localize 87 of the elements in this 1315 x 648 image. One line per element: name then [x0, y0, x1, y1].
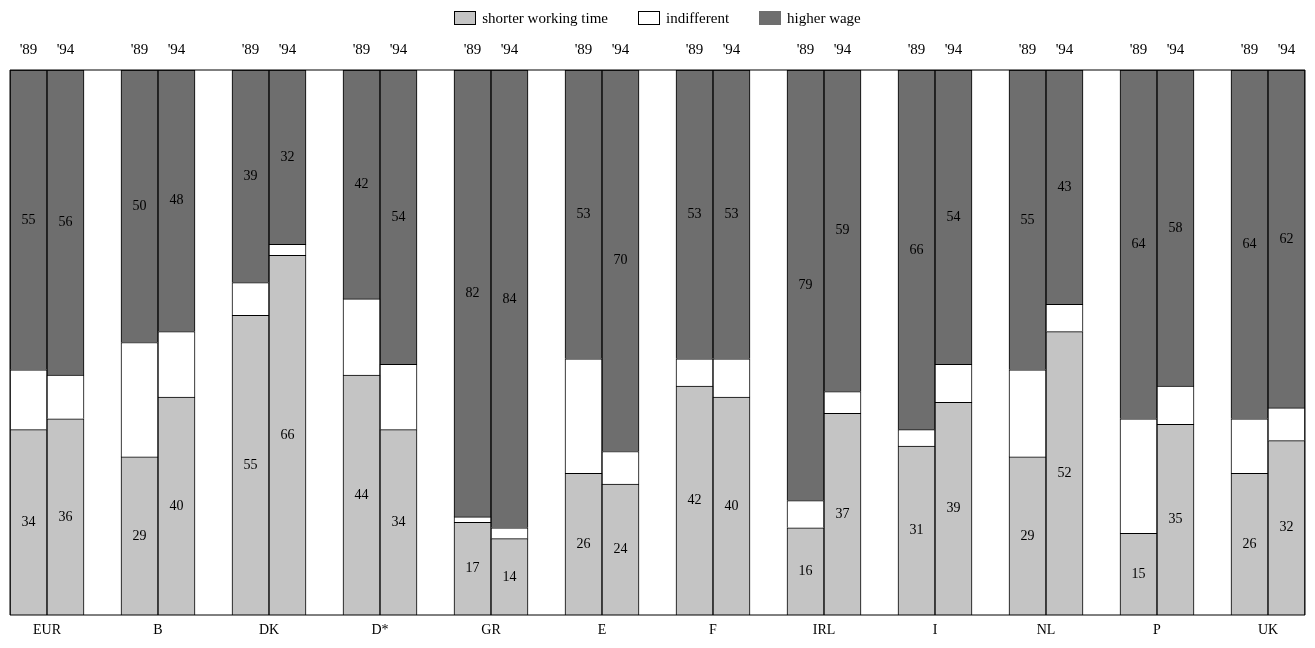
x-tick-label: '89 — [19, 40, 38, 57]
x-tick-label: '89 — [907, 40, 926, 57]
text: NL — [1036, 621, 1056, 637]
data-label: 24 — [613, 541, 628, 557]
x-tick-label: '89 — [685, 40, 704, 57]
data-label: 56 — [58, 214, 73, 230]
x-tick-label: '94 — [278, 40, 297, 57]
x-tick-label: '94 — [389, 40, 408, 57]
data-label: 31 — [909, 522, 924, 538]
text: P — [1153, 621, 1162, 637]
x-tick-label: '94 — [1277, 40, 1296, 57]
data-label: 32 — [1279, 519, 1294, 535]
data-label: 64 — [1131, 236, 1146, 252]
data-label: 39 — [946, 500, 961, 516]
x-tick-label: '89 — [796, 40, 815, 57]
x-tick-label: '89 — [241, 40, 260, 57]
text: F — [709, 621, 718, 637]
data-label: 29 — [1020, 527, 1035, 543]
data-label: 62 — [1279, 230, 1294, 246]
data-label: 53 — [576, 206, 591, 222]
x-tick-label: '89 — [130, 40, 149, 57]
data-label: 34 — [21, 514, 36, 530]
data-label: 40 — [169, 497, 184, 513]
text: I — [932, 621, 938, 637]
x-tick-label: '89 — [352, 40, 371, 57]
data-label: 58 — [1168, 219, 1183, 235]
x-tick-label: '89 — [463, 40, 482, 57]
data-label: 43 — [1057, 178, 1072, 194]
data-label: 79 — [798, 276, 813, 292]
data-label: 55 — [1020, 211, 1035, 227]
data-label: 29 — [132, 527, 147, 543]
data-label: 59 — [835, 222, 850, 238]
data-label: 34 — [391, 514, 406, 530]
x-tick-label: '94 — [56, 40, 75, 57]
data-label: 55 — [21, 211, 36, 227]
data-label: 44 — [354, 486, 369, 502]
data-label: 54 — [391, 208, 406, 224]
x-tick-label: '89 — [1018, 40, 1037, 57]
data-label: 40 — [724, 497, 739, 513]
data-label: 70 — [613, 252, 628, 268]
data-label: 66 — [909, 241, 924, 257]
data-label: 64 — [1242, 236, 1257, 252]
x-tick-label: '89 — [574, 40, 593, 57]
text: EUR — [33, 621, 62, 637]
data-label: 32 — [280, 148, 295, 164]
data-label: 54 — [946, 208, 961, 224]
x-tick-label: '94 — [167, 40, 186, 57]
text: E — [597, 621, 607, 637]
text: GR — [481, 621, 502, 637]
data-label: 36 — [58, 508, 73, 524]
data-label: 42 — [354, 176, 369, 192]
x-tick-label: '94 — [944, 40, 963, 57]
data-label: 35 — [1168, 511, 1183, 527]
data-label: 37 — [835, 505, 850, 521]
legend-label: shorter working time — [482, 9, 609, 27]
text: IRL — [812, 621, 836, 637]
data-label: 50 — [132, 197, 147, 213]
data-label: 26 — [1242, 535, 1257, 551]
data-label: 15 — [1131, 565, 1146, 581]
data-label: 53 — [687, 206, 702, 222]
data-label: 26 — [576, 535, 591, 551]
x-tick-label: '89 — [1129, 40, 1148, 57]
x-tick-label: '94 — [1055, 40, 1074, 57]
x-tick-label: '94 — [833, 40, 852, 57]
data-label: 14 — [502, 568, 517, 584]
text: UK — [1257, 621, 1279, 637]
data-label: 39 — [243, 167, 258, 183]
text: DK — [258, 621, 280, 637]
text: B — [153, 621, 163, 637]
data-label: 52 — [1057, 464, 1072, 480]
data-label: 84 — [502, 290, 517, 306]
x-tick-label: '94 — [500, 40, 519, 57]
data-label: 16 — [798, 563, 813, 579]
text: D* — [371, 621, 389, 637]
x-tick-label: '94 — [722, 40, 741, 57]
data-label: 48 — [169, 192, 184, 208]
data-label: 66 — [280, 426, 295, 442]
data-label: 42 — [687, 492, 702, 508]
data-label: 17 — [465, 560, 480, 576]
legend-label: indifferent — [666, 9, 730, 27]
data-label: 53 — [724, 206, 739, 222]
x-tick-label: '89 — [1240, 40, 1259, 57]
x-tick-label: '94 — [611, 40, 630, 57]
data-label: 55 — [243, 456, 258, 472]
data-label: 82 — [465, 285, 480, 301]
x-tick-label: '94 — [1166, 40, 1185, 57]
legend-label: higher wage — [787, 9, 861, 27]
